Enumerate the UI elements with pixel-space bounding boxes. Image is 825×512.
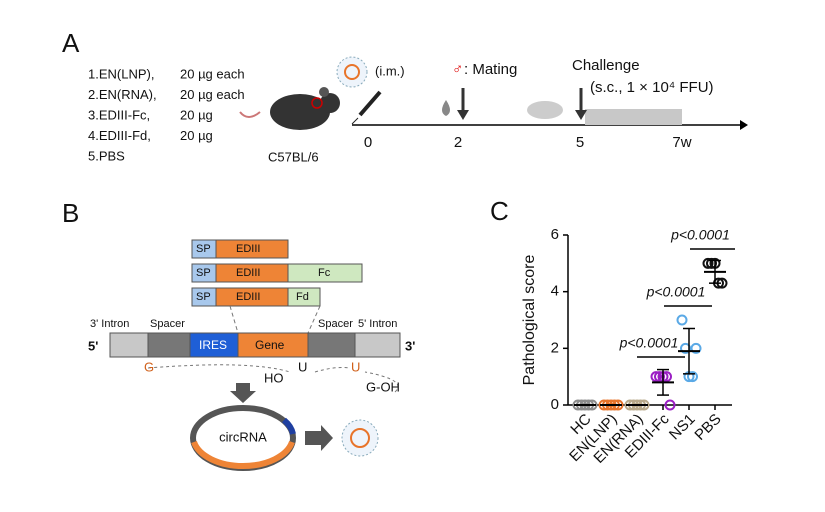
y-tick-label: 6 <box>551 226 559 243</box>
mating-symbol: ♂ <box>452 61 463 78</box>
goh: G-OH <box>366 379 400 394</box>
end3: 3' <box>405 338 415 353</box>
timepoint: 5 <box>576 134 584 151</box>
significance-label: p<0.0001 <box>670 227 730 243</box>
fd: Fd <box>296 291 309 303</box>
x-tick-label: NS1 <box>666 411 699 444</box>
edIII: EDIII <box>236 291 260 303</box>
intron3: 3' Intron <box>90 318 129 330</box>
spacer: Spacer <box>318 318 353 330</box>
fc: Fc <box>318 267 331 279</box>
point <box>654 371 665 383</box>
syringe <box>351 90 382 125</box>
intron5: 5' Intron <box>358 318 397 330</box>
x-tick-label: PBS <box>691 411 724 444</box>
mouse <box>239 87 340 130</box>
sp: SP <box>196 291 211 303</box>
u: U <box>298 359 307 374</box>
challenge: Challenge <box>572 57 640 74</box>
group-dose: 20 µg <box>180 128 213 143</box>
route: (i.m.) <box>375 63 405 78</box>
u: U <box>351 359 360 374</box>
significance-label: p<0.0001 <box>646 284 706 300</box>
arrowhead <box>740 120 748 130</box>
point <box>702 257 714 269</box>
edIII: EDIII <box>236 243 260 255</box>
end5: 5' <box>88 338 98 353</box>
arrow <box>457 88 469 120</box>
point <box>680 342 691 354</box>
constructs <box>109 239 401 471</box>
drop <box>442 100 450 116</box>
edIII: EDIII <box>236 267 260 279</box>
challenge-bar <box>585 109 682 125</box>
significance-label: p<0.0001 <box>619 335 679 351</box>
strain: C57BL/6 <box>268 149 319 164</box>
group-name: 3.EDIII-Fc, <box>88 107 150 122</box>
group-name: 1.EN(LNP), <box>88 66 154 81</box>
mating: : Mating <box>464 61 517 78</box>
point <box>687 371 698 383</box>
group-name: 2.EN(RNA), <box>88 87 157 102</box>
sp: SP <box>196 243 211 255</box>
challenge-detail: (s.c., 1 × 10⁴ FFU) <box>590 79 714 96</box>
timepoint: 7w <box>672 134 691 151</box>
g: G <box>144 359 154 374</box>
y-axis-title: Pathological score <box>521 255 538 386</box>
point <box>650 371 662 383</box>
y-tick-label: 0 <box>551 396 559 413</box>
point <box>706 257 717 269</box>
point <box>690 342 702 354</box>
y-tick-label: 2 <box>551 339 559 356</box>
panel-label: B <box>62 198 79 228</box>
group-dose: 20 µg each <box>180 66 245 81</box>
gene: Gene <box>255 338 285 352</box>
point <box>676 314 688 326</box>
arrow <box>575 88 587 120</box>
nanoparticle <box>336 56 368 88</box>
group-dose: 20 µg <box>180 107 213 122</box>
point <box>661 371 672 383</box>
y-tick-label: 4 <box>551 283 559 300</box>
group-name: 4.EDIII-Fd, <box>88 128 151 143</box>
point <box>664 399 676 411</box>
mouse-gray <box>527 101 563 119</box>
group-name: 5.PBS <box>88 148 125 163</box>
panel-label: C <box>490 196 509 226</box>
sp: SP <box>196 267 211 279</box>
timepoint: 0 <box>364 134 372 151</box>
spacer: Spacer <box>150 318 185 330</box>
panel-label: A <box>62 28 80 58</box>
timepoint: 2 <box>454 134 462 151</box>
group-dose: 20 µg each <box>180 87 245 102</box>
ires: IRES <box>199 338 227 352</box>
ho: HO <box>264 370 284 385</box>
circrna: circRNA <box>219 429 267 444</box>
